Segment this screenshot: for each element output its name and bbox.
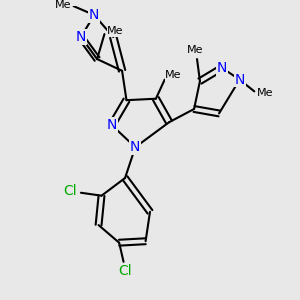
Text: N: N — [89, 8, 99, 22]
Text: N: N — [234, 73, 245, 87]
Text: Me: Me — [165, 70, 182, 80]
Text: N: N — [217, 61, 227, 75]
Text: Cl: Cl — [63, 184, 76, 198]
Text: N: N — [130, 140, 140, 154]
Text: Me: Me — [257, 88, 274, 98]
Text: N: N — [106, 118, 117, 132]
Text: Cl: Cl — [118, 264, 132, 278]
Text: Me: Me — [55, 0, 72, 10]
Text: Me: Me — [187, 45, 204, 55]
Text: N: N — [76, 30, 86, 44]
Text: Me: Me — [107, 26, 124, 36]
